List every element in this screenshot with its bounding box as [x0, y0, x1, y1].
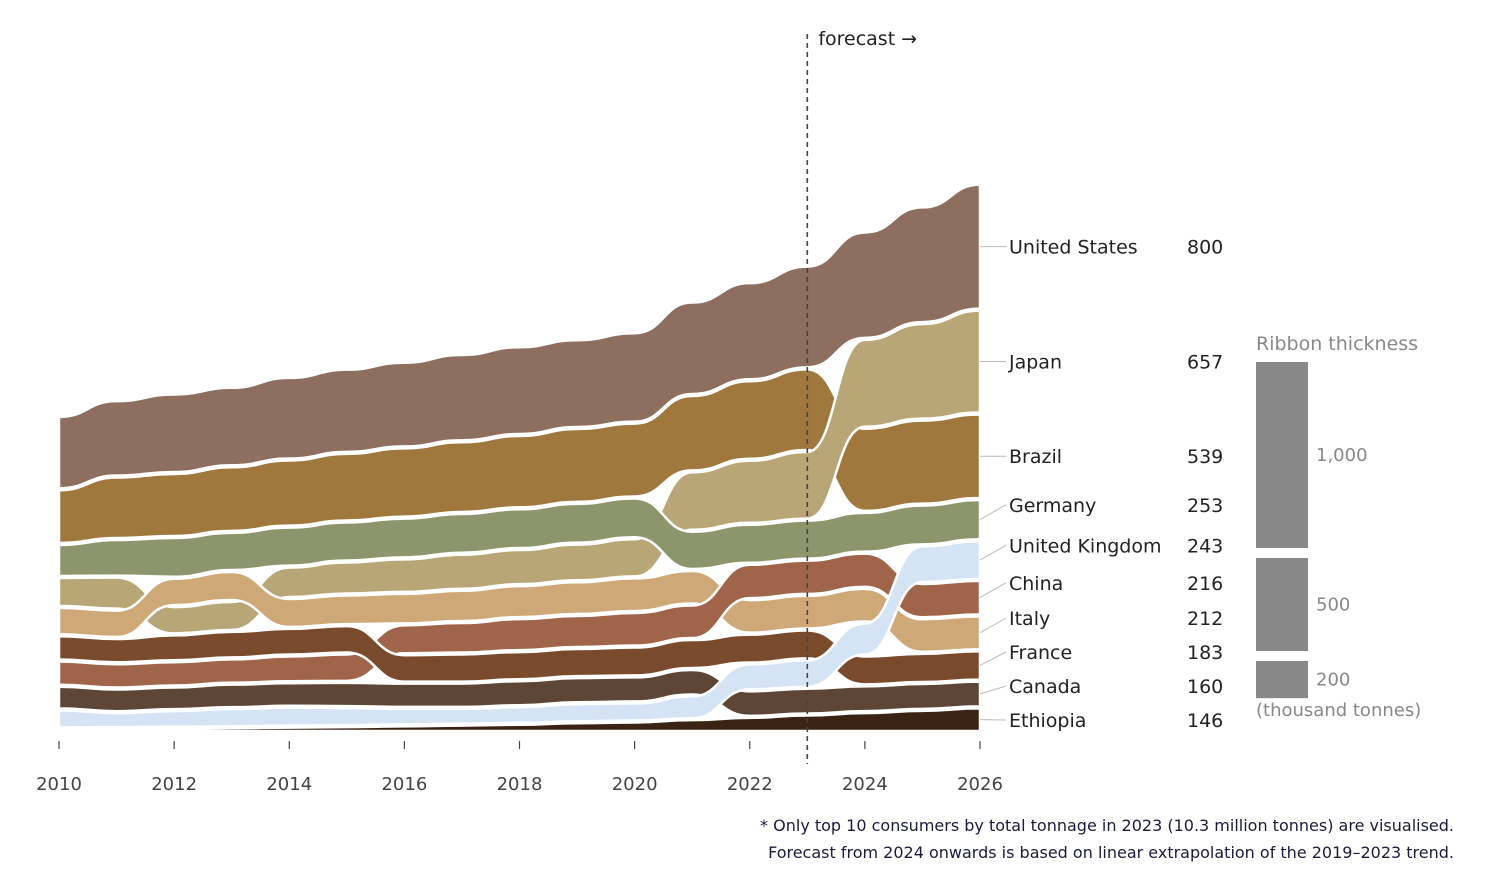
legend-unit: (thousand tonnes)	[1256, 700, 1421, 721]
ribbon-france	[57, 624, 982, 686]
legend-bar-500	[1256, 558, 1308, 651]
ribbon-china	[57, 552, 982, 689]
value-united-states: 800	[1187, 237, 1223, 259]
label-germany: Germany	[1009, 495, 1096, 517]
label-japan: Japan	[1008, 352, 1062, 374]
x-tick-label: 2026	[957, 774, 1003, 795]
leader-line-italy	[979, 617, 1007, 634]
x-tick-label: 2022	[727, 774, 773, 795]
x-tick-label: 2010	[36, 774, 82, 795]
ribbon-united-states	[57, 183, 982, 490]
legend-bar-1000	[1256, 362, 1308, 548]
ribbon-ethiopia	[57, 707, 982, 733]
ribbon-germany	[57, 497, 982, 578]
footnote-line-1: * Only top 10 consumers by total tonnage…	[760, 816, 1454, 835]
legend-label-200: 200	[1316, 670, 1350, 691]
value-japan: 657	[1187, 352, 1223, 374]
ribbon-brazil	[57, 368, 982, 545]
x-tick-label: 2020	[612, 774, 658, 795]
leader-line-germany	[979, 504, 1007, 521]
value-brazil: 539	[1187, 446, 1223, 468]
value-ethiopia: 146	[1187, 710, 1223, 732]
label-canada: Canada	[1009, 676, 1081, 698]
x-tick-label: 2024	[842, 774, 888, 795]
legend-title: Ribbon thickness	[1256, 333, 1418, 355]
label-brazil: Brazil	[1009, 446, 1062, 468]
forecast-label: forecast →	[818, 28, 917, 50]
x-axis: 2010 2012 2014 2016 2018 2020 2022 2024 2026	[36, 741, 1003, 795]
legend-label-1000: 1,000	[1316, 445, 1368, 466]
ribbons-layer	[57, 183, 982, 733]
ribbon-canada	[57, 668, 982, 718]
label-ethiopia: Ethiopia	[1009, 710, 1086, 732]
leader-line-france	[979, 651, 1007, 666]
value-united-kingdom: 243	[1187, 535, 1223, 557]
x-tick-label: 2012	[151, 774, 197, 795]
leader-line-canada	[979, 685, 1007, 695]
legend-label-500: 500	[1316, 595, 1350, 616]
x-tick-label: 2016	[381, 774, 427, 795]
footnote-line-2: Forecast from 2024 onwards is based on l…	[768, 843, 1454, 862]
label-united-states: United States	[1009, 237, 1138, 259]
series-labels: United States 800 Japan 657 Brazil 539 Germany…	[979, 237, 1223, 732]
x-tick-label: 2014	[266, 774, 312, 795]
value-france: 183	[1187, 642, 1223, 664]
x-tick-label: 2018	[497, 774, 543, 795]
leader-line-united-kingdom	[979, 544, 1007, 561]
legend-bar-200	[1256, 661, 1308, 699]
label-italy: Italy	[1009, 608, 1050, 630]
label-china: China	[1009, 573, 1063, 595]
forecast-marker: forecast →	[806, 28, 917, 764]
value-italy: 212	[1187, 608, 1223, 630]
thickness-legend: Ribbon thickness 1,000 500 200 (thousand t…	[1256, 333, 1421, 721]
value-china: 216	[1187, 573, 1223, 595]
label-united-kingdom: United Kingdom	[1009, 535, 1162, 557]
value-germany: 253	[1187, 495, 1223, 517]
leader-line-china	[979, 582, 1007, 599]
label-france: France	[1009, 642, 1072, 664]
value-canada: 160	[1187, 676, 1223, 698]
